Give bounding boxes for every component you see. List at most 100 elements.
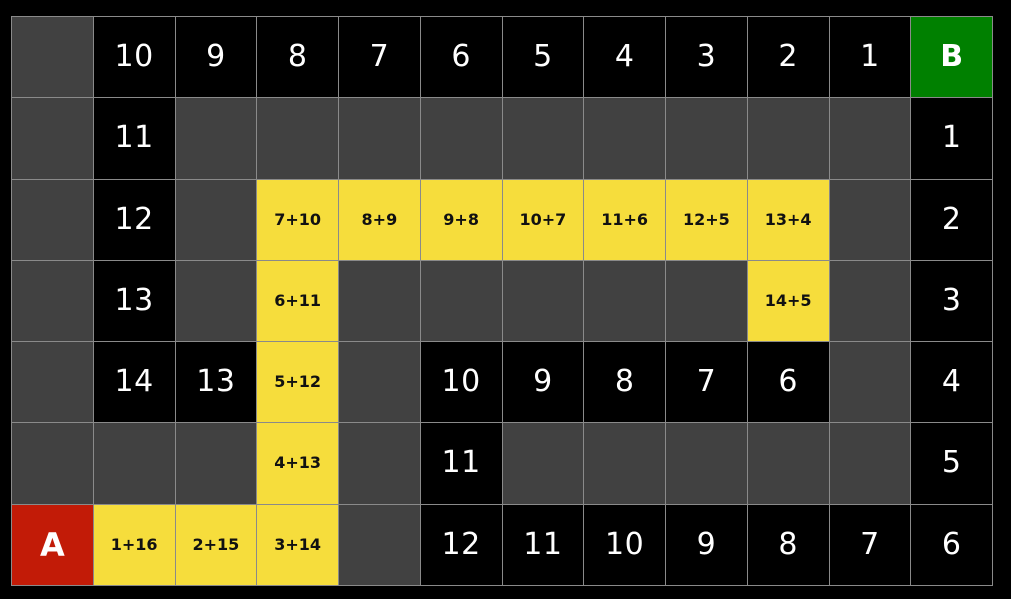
grid-cell-label: 1+16 bbox=[110, 534, 158, 554]
grid-cell-distance[interactable]: 13 bbox=[174, 341, 258, 424]
grid-cell-distance[interactable]: 10 bbox=[583, 503, 666, 586]
grid-cell-empty[interactable] bbox=[828, 422, 912, 505]
grid-cell-empty[interactable] bbox=[501, 259, 585, 343]
grid-cell-empty[interactable] bbox=[11, 97, 94, 180]
grid-cell-path[interactable]: 7+10 bbox=[256, 178, 339, 261]
grid-cell-path[interactable]: 6+11 bbox=[256, 259, 339, 343]
grid-cell-distance[interactable]: 9 bbox=[501, 341, 585, 424]
grid-cell-empty[interactable] bbox=[11, 178, 94, 261]
grid-cell-distance[interactable]: 7 bbox=[828, 503, 912, 586]
grid-cell-path[interactable]: 13+4 bbox=[746, 178, 830, 261]
grid-cell-distance[interactable]: 6 bbox=[746, 341, 830, 424]
grid-cell-distance[interactable]: 4 bbox=[910, 341, 993, 424]
grid-cell-empty[interactable] bbox=[338, 259, 421, 343]
grid-cell-distance[interactable]: 10 bbox=[92, 15, 176, 99]
grid-cell-empty[interactable] bbox=[11, 259, 94, 343]
grid-cell-distance[interactable]: 2 bbox=[746, 15, 830, 99]
grid-cell-distance[interactable]: 8 bbox=[746, 503, 830, 586]
grid-cell-empty[interactable] bbox=[583, 422, 666, 505]
grid-cell-empty[interactable] bbox=[828, 97, 912, 180]
grid-cell-empty[interactable] bbox=[746, 97, 830, 180]
grid-cell-empty[interactable] bbox=[11, 422, 94, 505]
grid-cell-path[interactable]: 2+15 bbox=[174, 503, 258, 586]
grid-cell-path[interactable]: 9+8 bbox=[419, 178, 503, 261]
grid-cell-empty[interactable] bbox=[11, 341, 94, 424]
grid-cell-start[interactable]: A bbox=[11, 503, 94, 586]
grid-cell-label: 4+13 bbox=[274, 453, 322, 473]
grid-cell-path[interactable]: 12+5 bbox=[665, 178, 748, 261]
grid-cell-label: 10 bbox=[605, 526, 645, 562]
grid-cell-label: 5 bbox=[533, 39, 553, 75]
grid-cell-path[interactable]: 8+9 bbox=[338, 178, 421, 261]
grid-cell-empty[interactable] bbox=[665, 97, 748, 180]
grid-cell-label: 4 bbox=[941, 364, 962, 400]
grid-cell-empty[interactable] bbox=[174, 422, 258, 505]
grid-cell-path[interactable]: 5+12 bbox=[256, 341, 339, 424]
grid-cell-empty[interactable] bbox=[338, 503, 421, 586]
grid-cell-label: 13 bbox=[114, 282, 154, 318]
grid-cell-distance[interactable]: 7 bbox=[338, 15, 421, 99]
grid-cell-label: 8 bbox=[614, 364, 635, 400]
grid-cell-empty[interactable] bbox=[746, 422, 830, 505]
grid-cell-distance[interactable]: 1 bbox=[828, 15, 912, 99]
grid-cell-empty[interactable] bbox=[828, 341, 912, 424]
grid-cell-path[interactable]: 3+14 bbox=[256, 503, 339, 586]
grid-cell-empty[interactable] bbox=[338, 97, 421, 180]
grid-row: 11 1 bbox=[11, 97, 993, 180]
grid-cell-distance[interactable]: 3 bbox=[910, 259, 993, 343]
grid-cell-distance[interactable]: 9 bbox=[174, 15, 258, 99]
grid-cell-distance[interactable]: 2 bbox=[910, 178, 993, 261]
grid-cell-empty[interactable] bbox=[174, 178, 258, 261]
maze-grid-body: 10 9 8 7 6 5 4 3 2 1 B 11 1 12 7+10 8+9 9+8 10+7 11+6 12+5 1… bbox=[11, 15, 993, 586]
grid-cell-distance[interactable]: 3 bbox=[665, 15, 748, 99]
grid-cell-distance[interactable]: 4 bbox=[583, 15, 666, 99]
grid-cell-empty[interactable] bbox=[174, 259, 258, 343]
grid-cell-distance[interactable]: 5 bbox=[910, 422, 993, 505]
grid-cell-label: 3+14 bbox=[274, 534, 322, 554]
grid-cell-distance[interactable]: 6 bbox=[910, 503, 993, 586]
grid-cell-empty[interactable] bbox=[665, 259, 748, 343]
grid-cell-empty[interactable] bbox=[174, 97, 258, 180]
grid-cell-empty[interactable] bbox=[419, 259, 503, 343]
grid-cell-empty[interactable] bbox=[583, 97, 666, 180]
grid-cell-distance[interactable]: 11 bbox=[419, 422, 503, 505]
grid-cell-path[interactable]: 4+13 bbox=[256, 422, 339, 505]
grid-cell-distance[interactable]: 11 bbox=[92, 97, 176, 180]
grid-cell-label: 8 bbox=[287, 39, 308, 75]
grid-cell-path[interactable]: 14+5 bbox=[746, 259, 830, 343]
grid-cell-empty[interactable] bbox=[11, 15, 94, 99]
grid-cell-distance[interactable]: 6 bbox=[419, 15, 503, 99]
grid-cell-goal[interactable]: B bbox=[910, 15, 993, 99]
grid-cell-distance[interactable]: 1 bbox=[910, 97, 993, 180]
grid-cell-distance[interactable]: 12 bbox=[92, 178, 176, 261]
grid-cell-distance[interactable]: 14 bbox=[92, 341, 176, 424]
grid-cell-distance[interactable]: 8 bbox=[583, 341, 666, 424]
grid-cell-label: 3 bbox=[941, 282, 962, 318]
grid-cell-distance[interactable]: 11 bbox=[501, 503, 585, 586]
grid-cell-distance[interactable]: 8 bbox=[256, 15, 339, 99]
grid-cell-label: 6 bbox=[778, 364, 798, 400]
grid-cell-distance[interactable]: 10 bbox=[419, 341, 503, 424]
grid-cell-empty[interactable] bbox=[828, 259, 912, 343]
grid-cell-path[interactable]: 10+7 bbox=[501, 178, 585, 261]
grid-cell-distance[interactable]: 5 bbox=[501, 15, 585, 99]
grid-cell-empty[interactable] bbox=[501, 97, 585, 180]
grid-cell-empty[interactable] bbox=[828, 178, 912, 261]
grid-cell-distance[interactable]: 7 bbox=[665, 341, 748, 424]
grid-cell-path[interactable]: 11+6 bbox=[583, 178, 666, 261]
grid-cell-label: 12 bbox=[441, 526, 481, 562]
grid-cell-empty[interactable] bbox=[92, 422, 176, 505]
grid-cell-empty[interactable] bbox=[419, 97, 503, 180]
grid-cell-empty[interactable] bbox=[256, 97, 339, 180]
grid-cell-label: 5 bbox=[941, 445, 962, 481]
grid-cell-empty[interactable] bbox=[665, 422, 748, 505]
grid-cell-empty[interactable] bbox=[338, 341, 421, 424]
grid-cell-path[interactable]: 1+16 bbox=[92, 503, 176, 586]
grid-cell-empty[interactable] bbox=[338, 422, 421, 505]
grid-cell-distance[interactable]: 13 bbox=[92, 259, 176, 343]
grid-cell-distance[interactable]: 12 bbox=[419, 503, 503, 586]
grid-cell-empty[interactable] bbox=[501, 422, 585, 505]
grid-cell-empty[interactable] bbox=[583, 259, 666, 343]
grid-row: 10 9 8 7 6 5 4 3 2 1 B bbox=[11, 15, 993, 99]
grid-cell-distance[interactable]: 9 bbox=[665, 503, 748, 586]
